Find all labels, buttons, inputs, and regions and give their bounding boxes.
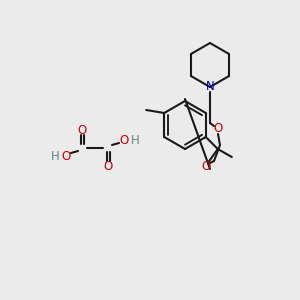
- Text: O: O: [61, 149, 70, 163]
- Text: H: H: [130, 134, 140, 146]
- Text: O: O: [103, 160, 112, 172]
- Text: H: H: [51, 149, 59, 163]
- Text: O: O: [201, 160, 211, 172]
- Text: O: O: [213, 122, 223, 136]
- Text: O: O: [119, 134, 129, 146]
- Text: O: O: [77, 124, 87, 136]
- Text: N: N: [206, 80, 214, 94]
